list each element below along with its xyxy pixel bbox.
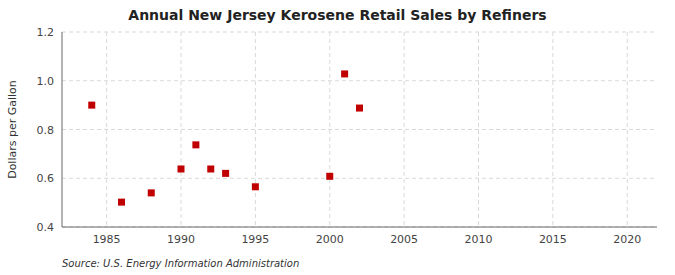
y-grid-line <box>62 178 657 179</box>
x-axis-line <box>62 227 657 228</box>
point <box>178 165 185 172</box>
point <box>326 173 333 180</box>
y-tick-label: 0.8 <box>37 124 55 137</box>
x-grid-line <box>404 32 405 227</box>
y-axis: 0.4 0.6 0.8 1.0 1.2 <box>37 26 63 234</box>
x-axis: 1985 1990 1995 2000 2005 2010 2015 2020 <box>62 227 657 246</box>
point <box>192 141 199 148</box>
x-tick-label: 1985 <box>93 233 121 246</box>
y-axis-line <box>62 32 63 227</box>
x-tick-label: 2020 <box>613 233 641 246</box>
x-tick-label: 2005 <box>390 233 418 246</box>
points <box>88 70 363 205</box>
point <box>148 189 155 196</box>
point <box>88 102 95 109</box>
chart: 198519901995200020052010201520200.40.60.… <box>0 0 675 275</box>
y-grid-line <box>62 80 657 81</box>
point <box>252 183 259 190</box>
y-tick-label: 1.2 <box>37 26 55 39</box>
point <box>356 105 363 112</box>
point <box>207 165 214 172</box>
title: Annual New Jersey Kerosene Retail Sales … <box>128 7 546 23</box>
x-tick-label: 2015 <box>539 233 567 246</box>
y-grid-line <box>62 129 657 130</box>
x-grid-line <box>255 32 256 227</box>
y-grid-line <box>62 32 657 33</box>
x-tick-label: 2010 <box>465 233 493 246</box>
x-grid-line <box>627 32 628 227</box>
grid <box>62 32 657 227</box>
y-axis-label: Dollars per Gallon <box>6 80 19 179</box>
y-grid-line <box>62 227 657 228</box>
y-tick-label: 0.4 <box>37 221 55 234</box>
x-tick-label: 1995 <box>241 233 269 246</box>
source-note: Source: U.S. Energy Information Administ… <box>62 258 299 269</box>
y-tick-label: 1.0 <box>37 75 55 88</box>
point <box>341 70 348 77</box>
y-tick-label: 0.6 <box>37 172 55 185</box>
x-tick-label: 1990 <box>167 233 195 246</box>
chart-container: 198519901995200020052010201520200.40.60.… <box>0 0 675 275</box>
x-tick-label: 2000 <box>316 233 344 246</box>
point <box>222 170 229 177</box>
point <box>118 199 125 206</box>
